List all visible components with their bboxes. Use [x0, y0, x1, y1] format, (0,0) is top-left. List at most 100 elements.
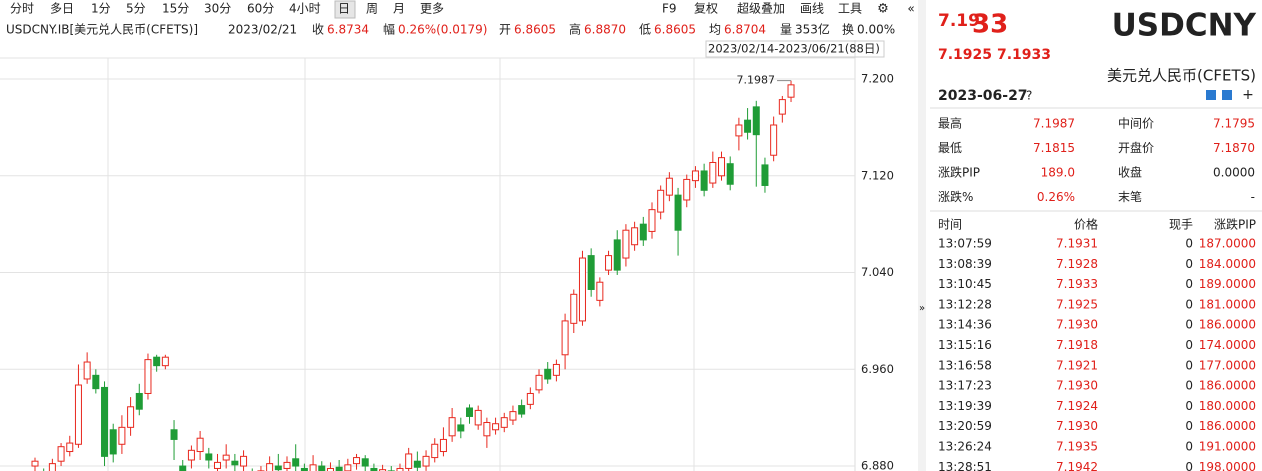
tool-button[interactable]: F9: [662, 2, 677, 16]
candle-body: [457, 424, 465, 432]
field-value: 0.26%(0.0179): [398, 23, 487, 37]
y-tick-label: 7.120: [861, 168, 894, 182]
trade-cell: 7.1930: [1056, 318, 1098, 332]
tool-button[interactable]: 画线: [800, 2, 824, 16]
period-tab[interactable]: 分时: [10, 2, 34, 16]
panel-icons[interactable]: +: [1206, 87, 1254, 103]
trade-cell: 7.1930: [1056, 379, 1098, 393]
period-tab[interactable]: 5分: [126, 2, 146, 16]
tool-button[interactable]: 工具: [838, 2, 862, 16]
splitter[interactable]: [918, 0, 926, 471]
y-tick-label: 7.200: [861, 72, 894, 86]
field-value: 6.8870: [584, 23, 626, 37]
trade-header: 价格: [1074, 217, 1098, 232]
candle-body: [492, 423, 500, 431]
candle-body: [422, 455, 430, 467]
candle-body: [57, 446, 65, 462]
period-tab[interactable]: 1分: [91, 2, 111, 16]
candle-body: [605, 255, 613, 271]
trade-cell: 7.1933: [1056, 277, 1098, 291]
symbol: USDCNY.IB[美元兑人民币(CFETS)]: [6, 23, 198, 37]
field-label: 量: [780, 23, 792, 37]
trade-cell: 0: [1185, 277, 1193, 291]
trade-cell: 189.0000: [1199, 277, 1256, 291]
svg-text:+: +: [1242, 87, 1254, 103]
trade-cell: 184.0000: [1199, 257, 1256, 271]
settings-icon[interactable]: ⚙: [877, 2, 889, 17]
candle-body: [231, 460, 239, 466]
stat-value: 0.26%: [1037, 190, 1075, 204]
candle-body: [744, 119, 752, 133]
candle-body: [240, 455, 248, 467]
trade-cell: 7.1921: [1056, 358, 1098, 372]
help[interactable]: ?: [1026, 89, 1032, 103]
stat-label: 最低: [938, 141, 962, 155]
tab-selected: [334, 0, 356, 19]
trade-cell: 13:20:59: [938, 419, 992, 433]
candle-body: [500, 417, 508, 428]
period-tab[interactable]: 月: [393, 2, 405, 16]
stat-value: 7.1987: [1033, 117, 1075, 131]
trade-cell: 13:26:24: [938, 440, 992, 454]
stat-value: 7.1795: [1213, 117, 1255, 131]
candle-body: [83, 361, 91, 380]
candle-body: [266, 463, 274, 471]
tool-button[interactable]: 复权: [694, 2, 718, 16]
candle-body: [74, 384, 82, 445]
candle-body: [509, 411, 517, 421]
candle-body: [353, 457, 361, 465]
max-label: 7.1987: [737, 74, 776, 87]
tool-button[interactable]: 超级叠加: [737, 1, 785, 16]
candle-body: [752, 106, 760, 136]
trade-cell: 0: [1185, 297, 1193, 311]
trade-cell: 0: [1185, 257, 1193, 271]
period-tab[interactable]: 周: [366, 2, 378, 16]
trade-cell: 13:19:39: [938, 399, 992, 413]
expand-icon[interactable]: »: [919, 303, 925, 314]
trade-header: 时间: [938, 218, 962, 232]
candle-body: [196, 437, 204, 453]
candle-body: [587, 255, 595, 290]
trade-cell: 13:12:28: [938, 297, 992, 311]
candle-body: [205, 453, 213, 461]
candles: [31, 80, 795, 471]
period-tab[interactable]: 日: [338, 2, 350, 16]
collapse-icon[interactable]: «: [907, 2, 914, 16]
y-tick-label: 6.880: [861, 459, 894, 471]
period-tab[interactable]: 更多: [420, 2, 444, 16]
stat-label: 涨跌PIP: [938, 165, 980, 180]
field-label: 换: [842, 23, 854, 37]
code: USDCNY: [1112, 8, 1257, 44]
candle-body: [674, 194, 682, 231]
stat-label: 末笔: [1118, 189, 1142, 204]
period-tab[interactable]: 60分: [247, 2, 274, 16]
candle-body: [552, 363, 560, 376]
candle-body: [596, 281, 604, 301]
date: 2023/02/21: [228, 23, 297, 37]
trade-header: 涨跌PIP: [1214, 217, 1256, 232]
field-label: 低: [639, 23, 651, 37]
candle-body: [735, 124, 743, 137]
trade-cell: 191.0000: [1199, 440, 1256, 454]
period-tab[interactable]: 4小时: [289, 2, 321, 16]
candle-body: [92, 374, 100, 390]
candle-body: [127, 406, 135, 428]
candle-body: [544, 368, 552, 380]
stat-label: 涨跌%: [938, 189, 973, 204]
trade-cell: 7.1925: [1056, 297, 1098, 311]
candle-body: [535, 374, 543, 391]
candle-body: [283, 461, 291, 469]
period-tab[interactable]: 多日: [50, 2, 74, 16]
trade-cell: 7.1942: [1056, 460, 1098, 471]
period-tab[interactable]: 15分: [162, 2, 189, 16]
trade-cell: 13:14:36: [938, 318, 992, 332]
trade-cell: 7.1935: [1056, 440, 1098, 454]
candle-body: [187, 449, 195, 461]
candle-body: [161, 356, 169, 367]
candle-body: [691, 170, 699, 182]
trade-cell: 13:10:45: [938, 277, 992, 291]
period-tab[interactable]: 30分: [204, 2, 231, 16]
candle-body: [405, 453, 413, 469]
field-label: 均: [709, 23, 721, 37]
trade-cell: 13:07:59: [938, 237, 992, 251]
